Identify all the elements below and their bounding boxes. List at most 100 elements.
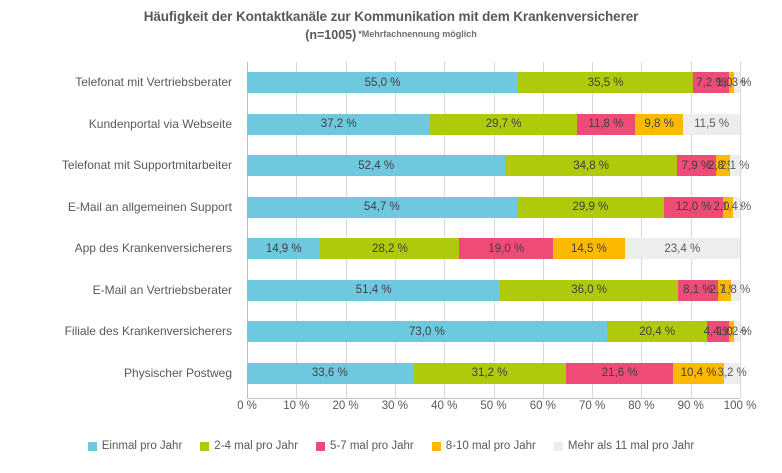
bar-segment-value: 55,0 % xyxy=(364,76,401,89)
bar-segment[interactable]: 8,1 % xyxy=(677,279,718,301)
bar-segment[interactable]: 33,6 % xyxy=(247,362,413,384)
bar-segment-value: 36,0 % xyxy=(571,284,608,296)
bar-row[interactable]: 51,4 % 36,0 % 8,1 % 2,7 % 1,8 % xyxy=(247,279,750,301)
bar-segment[interactable]: 7,2 % xyxy=(693,72,729,93)
legend-item[interactable]: 2-4 mal pro Jahr xyxy=(200,440,298,452)
bar-segment-value: 1,3 % xyxy=(722,76,752,89)
bar-segment[interactable]: 55,0 % xyxy=(247,72,519,93)
bar-segment[interactable]: 51,4 % xyxy=(247,279,501,301)
category-label: Telefonat mit Vertriebsberater xyxy=(75,75,232,89)
bar-segment-value: 8,1 % xyxy=(683,284,713,296)
bar-segment[interactable]: 21,6 % xyxy=(566,362,673,384)
x-tick-label: 30 % xyxy=(381,400,408,412)
legend-label: Einmal pro Jahr xyxy=(101,440,183,452)
bar-segment[interactable]: 29,7 % xyxy=(430,113,577,135)
x-tick-label: 70 % xyxy=(578,400,606,412)
bar-segment-value: 7,2 % xyxy=(696,76,726,89)
bar-segment[interactable]: 3,2 % xyxy=(717,362,747,384)
bar-segment-value: 21,6 % xyxy=(601,367,638,379)
bar-row[interactable]: 33,6 % 31,2 % 21,6 % 10,4 % 3,2 % xyxy=(247,362,747,384)
bar-segment-value: 10,4 % xyxy=(680,367,717,379)
x-tick-label: 100 % xyxy=(723,400,757,412)
legend-swatch xyxy=(87,441,97,451)
bar-segment-value: 3,2 % xyxy=(717,367,747,379)
legend-swatch xyxy=(553,441,563,451)
bar-segment-value: 14,9 % xyxy=(265,242,302,255)
x-tick-label: 90 % xyxy=(677,400,704,412)
bar-segment[interactable]: 37,2 % xyxy=(247,113,431,135)
bar-segment-value: 14,5 % xyxy=(570,242,607,255)
bar-row[interactable]: 37,2 % 29,7 % 11,8 % 9,8 % 11,5 % xyxy=(247,113,740,135)
bar-row[interactable]: 54,7 % 29,9 % 12,0 % 2,0 % 1,4 % xyxy=(247,196,751,218)
bar-segment[interactable]: 54,7 % xyxy=(247,196,517,218)
legend-swatch xyxy=(200,441,210,451)
bar-segment[interactable]: 23,4 % xyxy=(624,238,740,259)
bar-segment[interactable]: 10,4 % xyxy=(672,362,725,384)
x-axis-ticks: 0 % 10 % 20 % 30 % 40 % 50 % 60 % 70 % 80 % 90 % 1… xyxy=(237,400,756,420)
bar-segment-value: 29,7 % xyxy=(485,118,522,130)
gridline xyxy=(296,62,298,398)
x-tick-label: 40 % xyxy=(431,400,458,412)
category-label: Physischer Postweg xyxy=(123,365,232,380)
legend-label: Mehr als 11 mal pro Jahr xyxy=(567,440,695,452)
bar-segment-value: 1,8 % xyxy=(720,284,751,296)
bar-segment-value: 12,0 % xyxy=(675,201,712,213)
plot-area: 55,0 % 35,5 % 7,2 % 1,0 % 1,3 % 37,2 % 29,7 % 1… xyxy=(247,62,752,398)
bar-segment-value: 9,8 % xyxy=(644,118,674,130)
chart-legend: Einmal pro Jahr 2-4 mal pro Jahr 5-7 mal p… xyxy=(0,440,782,452)
bar-segment[interactable]: 1,8 % xyxy=(721,279,750,301)
legend-item[interactable]: 8-10 mal pro Jahr xyxy=(431,440,536,452)
bar-segment-value: 11,5 % xyxy=(694,118,730,130)
category-label: Filiale des Krankenversicherers xyxy=(64,324,232,338)
chart-subtitle-row: (n=1005) *Mehrfachnennung möglich xyxy=(0,27,782,43)
bar-segment[interactable]: 4,4 % xyxy=(704,321,733,342)
bar-segment[interactable]: 12,0 % xyxy=(664,196,724,218)
bar-segment[interactable]: 35,5 % xyxy=(518,72,694,93)
legend-item[interactable]: 5-7 mal pro Jahr xyxy=(316,440,414,452)
bar-row[interactable]: 73,0 % 20,4 % 4,4 % 1,0 % 1,2 % xyxy=(247,321,752,342)
bar-segment-value: 37,2 % xyxy=(320,118,357,130)
bar-segment[interactable]: 1,4 % xyxy=(722,196,751,218)
bar-segment[interactable]: 20,4 % xyxy=(606,321,708,342)
bar-segment-value: 33,6 % xyxy=(311,367,348,379)
bar-segment-value: 31,2 % xyxy=(471,367,508,379)
bar-row[interactable]: 52,4 % 34,8 % 7,9 % 2,8 % 2,1 % xyxy=(247,155,750,176)
bar-segment[interactable]: 36,0 % xyxy=(500,279,678,301)
bar-segment[interactable]: 9,8 % xyxy=(634,113,684,135)
bar-segment[interactable]: 11,8 % xyxy=(576,113,635,135)
bar-row[interactable]: 55,0 % 35,5 % 7,2 % 1,0 % 1,3 % xyxy=(247,72,751,93)
bar-segment[interactable]: 31,2 % xyxy=(412,362,567,384)
page-title: Häufigkeit der Kontaktkanäle zur Kommuni… xyxy=(143,9,639,24)
bar-segment[interactable]: 29,9 % xyxy=(516,196,665,218)
bar-segment[interactable]: 52,4 % xyxy=(247,155,506,176)
x-tick-label: 10 % xyxy=(283,400,310,412)
bar-segment[interactable]: 1,3 % xyxy=(722,72,751,93)
bar-segment-value: 1,4 % xyxy=(721,201,752,213)
legend-item[interactable]: Mehr als 11 mal pro Jahr xyxy=(553,440,695,452)
category-label: Telefonat mit Supportmitarbeiter xyxy=(61,158,232,172)
category-axis: Telefonat mit Vertriebsberater Kundenport… xyxy=(0,62,240,398)
bar-segment[interactable]: 34,8 % xyxy=(505,155,677,176)
bar-segment-value: 1,2 % xyxy=(722,325,752,338)
bar-segment[interactable]: 73,0 % xyxy=(247,321,607,342)
gridline xyxy=(740,62,741,398)
bar-segment[interactable]: 14,9 % xyxy=(247,238,321,259)
legend-label: 8-10 mal pro Jahr xyxy=(445,440,536,452)
bar-segment[interactable]: 1,2 % xyxy=(722,321,752,342)
bar-segment-value: 19,0 % xyxy=(488,242,525,255)
bar-segment[interactable]: 28,2 % xyxy=(320,238,460,259)
legend-swatch xyxy=(316,441,326,451)
bar-segment[interactable]: 2,1 % xyxy=(720,155,750,176)
bar-row[interactable]: 14,9 % 28,2 % 19,0 % 14,5 % 23,4 % xyxy=(247,238,740,259)
category-label: E-Mail an Vertriebsberater xyxy=(92,282,232,297)
x-tick-label: 0 % xyxy=(237,400,257,412)
legend-item[interactable]: Einmal pro Jahr xyxy=(87,440,183,452)
gridline xyxy=(690,62,692,398)
bar-segment[interactable]: 7,9 % xyxy=(676,155,716,176)
bar-segment[interactable]: 19,0 % xyxy=(459,238,554,259)
bar-segment[interactable]: 11,5 % xyxy=(683,113,740,135)
footnote-label: *Mehrfachnennung möglich xyxy=(358,29,477,39)
bar-segment-value: 34,8 % xyxy=(573,159,610,172)
bar-segment[interactable]: 14,5 % xyxy=(553,238,625,259)
